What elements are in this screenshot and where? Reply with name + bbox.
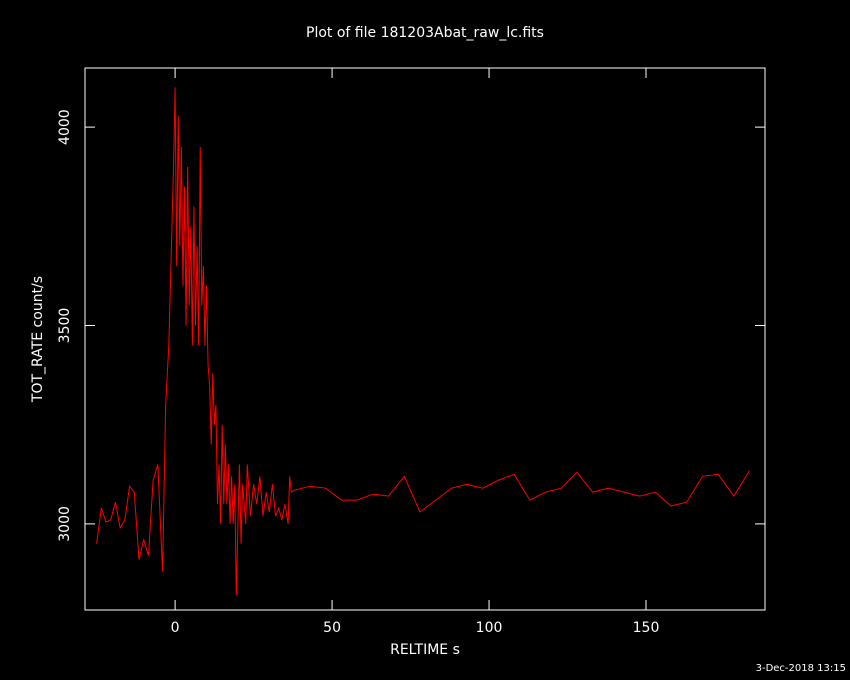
x-tick-label: 150 bbox=[633, 620, 660, 636]
plot-frame bbox=[84, 67, 766, 611]
y-tick-label: 4000 bbox=[57, 109, 73, 145]
y-tick-label: 3000 bbox=[57, 506, 73, 542]
chart-title: Plot of file 181203Abat_raw_lc.fits bbox=[306, 25, 544, 41]
data-line bbox=[96, 87, 751, 596]
y-axis-label: TOT_RATE count/s bbox=[30, 276, 46, 403]
y-tick-label: 3500 bbox=[57, 308, 73, 344]
x-axis-label: RELTIME s bbox=[390, 642, 460, 658]
x-tick-label: 100 bbox=[476, 620, 503, 636]
x-tick-label: 0 bbox=[171, 620, 180, 636]
x-tick-label: 50 bbox=[323, 620, 341, 636]
footer: 3-Dec-2018 13:15 bbox=[756, 663, 846, 674]
